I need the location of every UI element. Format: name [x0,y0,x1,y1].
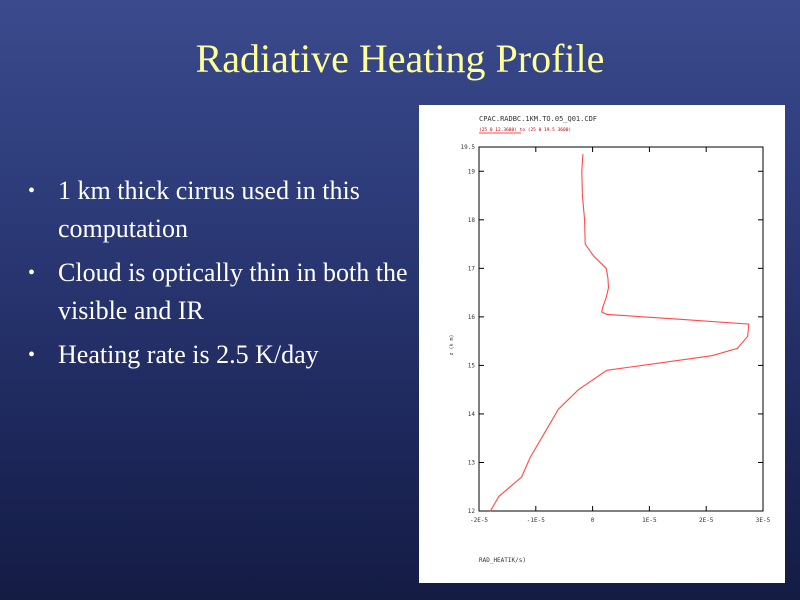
series-point [605,267,607,269]
bullet-text: 1 km thick cirrus used in this computati… [58,176,360,243]
y-tick-label: 13 [468,459,476,466]
bullet-item: • Cloud is optically thin in both the vis… [28,254,408,330]
bullet-item: • Heating rate is 2.5 K/day [28,336,408,374]
y-tick-label: 17 [468,265,476,272]
series-point [581,195,583,196]
series-point [602,306,604,308]
x-tick-label: 2E-5 [699,517,714,524]
y-tick-label: 16 [468,314,476,321]
chart-subtitle: (25 0 12.3600) to (25 0 19.5 3600) [479,127,571,133]
series-point [558,408,559,410]
y-tick-label: 12 [468,508,476,515]
axis-ticks: -2E-5 -1E-5 0 1E-5 2E-5 3E-5 19.5 19 18 17 16 15 14 1… [461,144,771,524]
series-point [747,335,749,337]
bullet-list: • 1 km thick cirrus used in this computat… [28,172,408,380]
series-point [498,496,500,497]
series-point [680,318,682,320]
y-tick-label: 15 [468,362,476,369]
heating-rate-series-line [489,154,750,512]
x-tick-label: 3E-5 [756,517,771,524]
slide-title: Radiative Heating Profile [195,36,605,81]
series-point [607,277,609,279]
x-tick-label: -2E-5 [470,517,488,524]
y-axis-label: z (k m) [449,334,455,355]
series-point [608,287,609,289]
x-tick-label: 1E-5 [642,517,657,524]
x-tick-label: 0 [591,517,595,524]
bullet-item: • 1 km thick cirrus used in this computat… [28,172,408,248]
series-point [737,348,738,349]
x-axis-label: RAD_HEATIK/s) [479,557,526,564]
y-tick-label: 18 [468,217,476,224]
plot-frame [478,146,764,512]
series-point [748,323,750,325]
series-point [543,432,545,434]
bullet-dot-icon: • [28,262,36,284]
series-point [584,243,586,245]
series-point [605,297,607,298]
y-tick-label: 14 [468,411,476,418]
series-point [529,457,531,459]
chart-panel: CPAC.RADBC.1KM.TO.05_Q01.CDF (25 0 12.36… [419,105,785,583]
bullet-text: Heating rate is 2.5 K/day [58,340,319,369]
y-tick-label: 19.5 [461,144,476,151]
bullet-dot-icon: • [28,344,36,366]
series-point [593,255,595,257]
series-point [584,219,586,221]
series-point [601,311,603,313]
y-tick-label: 19 [468,168,476,175]
heating-profile-chart: CPAC.RADBC.1KM.TO.05_Q01.CDF (25 0 12.36… [449,115,771,564]
bullet-text: Cloud is optically thin in both the visi… [58,258,408,325]
series-point [578,389,579,391]
series-point [711,355,713,357]
series-point [581,170,583,172]
bullet-dot-icon: • [28,180,36,202]
chart-title: CPAC.RADBC.1KM.TO.05_Q01.CDF [479,115,597,123]
x-tick-label: -1E-5 [527,517,545,524]
series-point [582,153,584,155]
series-point [521,476,522,478]
series-point [606,314,608,315]
series-point [606,369,608,371]
series-point [489,510,491,512]
series-points [489,153,750,512]
